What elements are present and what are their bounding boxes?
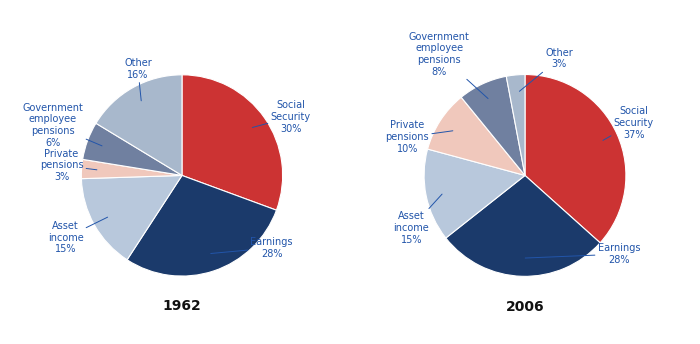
Text: Private
pensions
10%: Private pensions 10% xyxy=(386,120,453,154)
Wedge shape xyxy=(96,75,182,175)
Wedge shape xyxy=(428,97,525,175)
Text: Asset
income
15%: Asset income 15% xyxy=(393,194,442,245)
Wedge shape xyxy=(424,149,525,238)
Wedge shape xyxy=(446,175,600,276)
Text: Government
employee
pensions
8%: Government employee pensions 8% xyxy=(409,32,488,98)
Wedge shape xyxy=(461,76,525,175)
Wedge shape xyxy=(506,75,525,175)
Wedge shape xyxy=(127,175,276,276)
Wedge shape xyxy=(525,75,626,243)
Text: Earnings
28%: Earnings 28% xyxy=(525,243,640,265)
Text: Private
pensions
3%: Private pensions 3% xyxy=(40,149,97,182)
Text: Other
3%: Other 3% xyxy=(519,48,573,91)
Text: Government
employee
pensions
6%: Government employee pensions 6% xyxy=(22,103,102,148)
Text: Asset
income
15%: Asset income 15% xyxy=(48,217,108,255)
Wedge shape xyxy=(83,123,182,175)
Wedge shape xyxy=(182,75,283,210)
Wedge shape xyxy=(81,175,182,260)
Text: Social
Security
30%: Social Security 30% xyxy=(253,100,311,134)
Text: 1962: 1962 xyxy=(162,299,202,313)
Text: Other
16%: Other 16% xyxy=(124,58,152,101)
Wedge shape xyxy=(81,159,182,179)
Text: 2006: 2006 xyxy=(505,300,545,314)
Text: Social
Security
37%: Social Security 37% xyxy=(603,106,654,140)
Text: Earnings
28%: Earnings 28% xyxy=(211,237,293,259)
